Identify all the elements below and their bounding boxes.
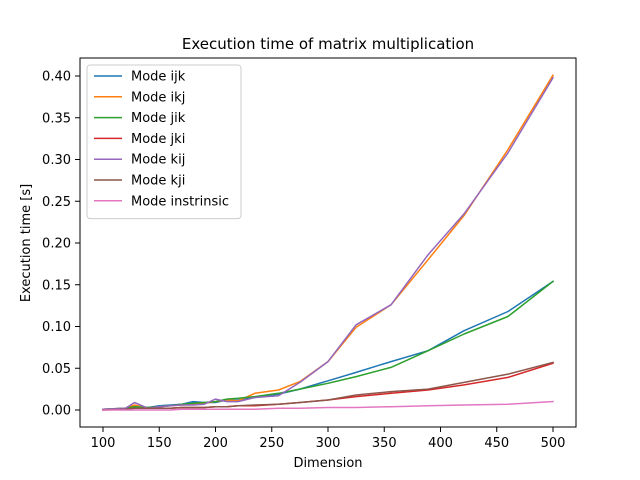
y-tick-label: 0.40: [42, 70, 71, 85]
series-line-mode-kji: [102, 361, 554, 411]
y-axis-ticks: 0.00 0.05 0.10 0.15 0.20 0.25 0.30 0.35 0.40: [42, 70, 80, 419]
y-axis-label: Execution time [s]: [19, 184, 34, 302]
x-tick-label: 300: [316, 436, 341, 451]
series-line-mode-kij: [102, 76, 555, 410]
x-tick-label: 100: [91, 436, 116, 451]
x-tick-label: 400: [428, 436, 453, 451]
y-tick-label: 0.25: [42, 195, 71, 210]
x-tick-label: 500: [541, 436, 566, 451]
x-tick-label: 450: [484, 436, 509, 451]
series-lines: [102, 74, 555, 411]
y-tick-label: 0.30: [42, 153, 71, 168]
y-tick-label: 0.15: [42, 278, 71, 293]
y-tick-label: 0.20: [42, 237, 71, 252]
x-axis-label: Dimension: [293, 456, 362, 471]
legend-label: Mode jki: [131, 132, 185, 147]
x-axis-ticks: 100 150 200 250 300 350 400 450 500: [91, 427, 566, 451]
chart-title: Execution time of matrix multiplication: [182, 35, 474, 53]
y-tick-label: 0.00: [42, 404, 71, 419]
legend-label: Mode kji: [131, 174, 185, 189]
x-tick-label: 250: [259, 436, 284, 451]
x-tick-label: 350: [372, 436, 397, 451]
legend-label: Mode ijk: [131, 70, 186, 85]
legend-label: Mode kij: [131, 153, 185, 168]
y-tick-label: 0.35: [42, 111, 71, 126]
legend-label: Mode instrinsic: [131, 194, 229, 209]
y-tick-label: 0.05: [42, 362, 71, 377]
series-line-mode-instrinsic: [102, 400, 554, 411]
legend: Mode ijk Mode ikj Mode jik Mode jki Mode kij…: [86, 64, 242, 220]
legend-label: Mode jik: [131, 111, 186, 126]
legend-label: Mode ikj: [131, 90, 185, 105]
y-tick-label: 0.10: [42, 320, 71, 335]
plot-frame: [79, 57, 577, 428]
x-tick-label: 150: [147, 436, 172, 451]
x-tick-label: 200: [203, 436, 228, 451]
legend-box: [86, 64, 242, 220]
